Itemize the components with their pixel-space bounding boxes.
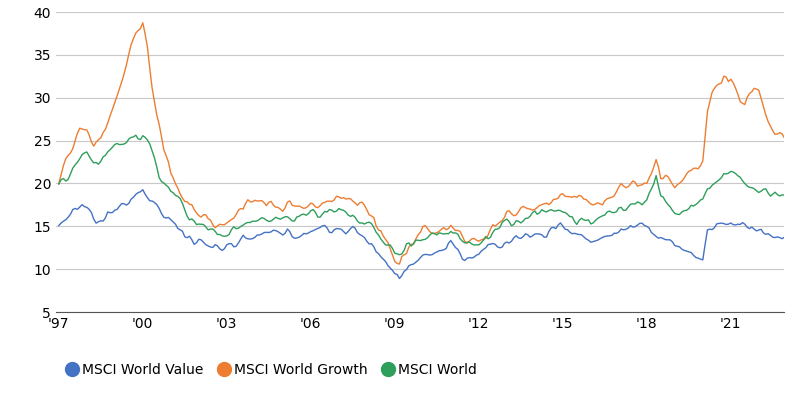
MSCI World Value <box>234 240 243 245</box>
MSCI World Value <box>394 276 404 281</box>
MSCI World Growth <box>516 206 526 210</box>
MSCI World <box>234 226 243 231</box>
MSCI World <box>94 162 103 166</box>
MSCI World <box>54 182 63 186</box>
MSCI World Growth <box>780 136 790 140</box>
MSCI World Growth <box>234 208 243 212</box>
MSCI World <box>131 133 141 138</box>
MSCI World Growth <box>394 262 404 266</box>
Line: MSCI World Value: MSCI World Value <box>58 190 785 278</box>
MSCI World Value <box>231 244 241 249</box>
MSCI World Growth <box>94 137 103 142</box>
MSCI World Value <box>54 223 63 228</box>
Line: MSCI World: MSCI World <box>58 135 785 255</box>
MSCI World Growth <box>450 228 460 233</box>
MSCI World <box>450 230 460 235</box>
MSCI World Value <box>450 245 460 250</box>
MSCI World Growth <box>334 194 343 199</box>
MSCI World Value <box>516 236 526 241</box>
MSCI World Growth <box>54 181 63 186</box>
MSCI World Value <box>780 235 790 240</box>
MSCI World Value <box>94 219 103 224</box>
MSCI World <box>394 252 404 257</box>
MSCI World Value <box>334 226 343 231</box>
MSCI World <box>780 193 790 198</box>
MSCI World <box>516 220 526 225</box>
MSCI World Value <box>138 187 147 192</box>
MSCI World Growth <box>138 20 147 25</box>
MSCI World <box>334 206 343 211</box>
Legend: MSCI World Value, MSCI World Growth, MSCI World: MSCI World Value, MSCI World Growth, MSC… <box>63 358 483 383</box>
MSCI World Growth <box>231 212 241 217</box>
Line: MSCI World Growth: MSCI World Growth <box>58 23 785 264</box>
MSCI World <box>231 226 241 231</box>
